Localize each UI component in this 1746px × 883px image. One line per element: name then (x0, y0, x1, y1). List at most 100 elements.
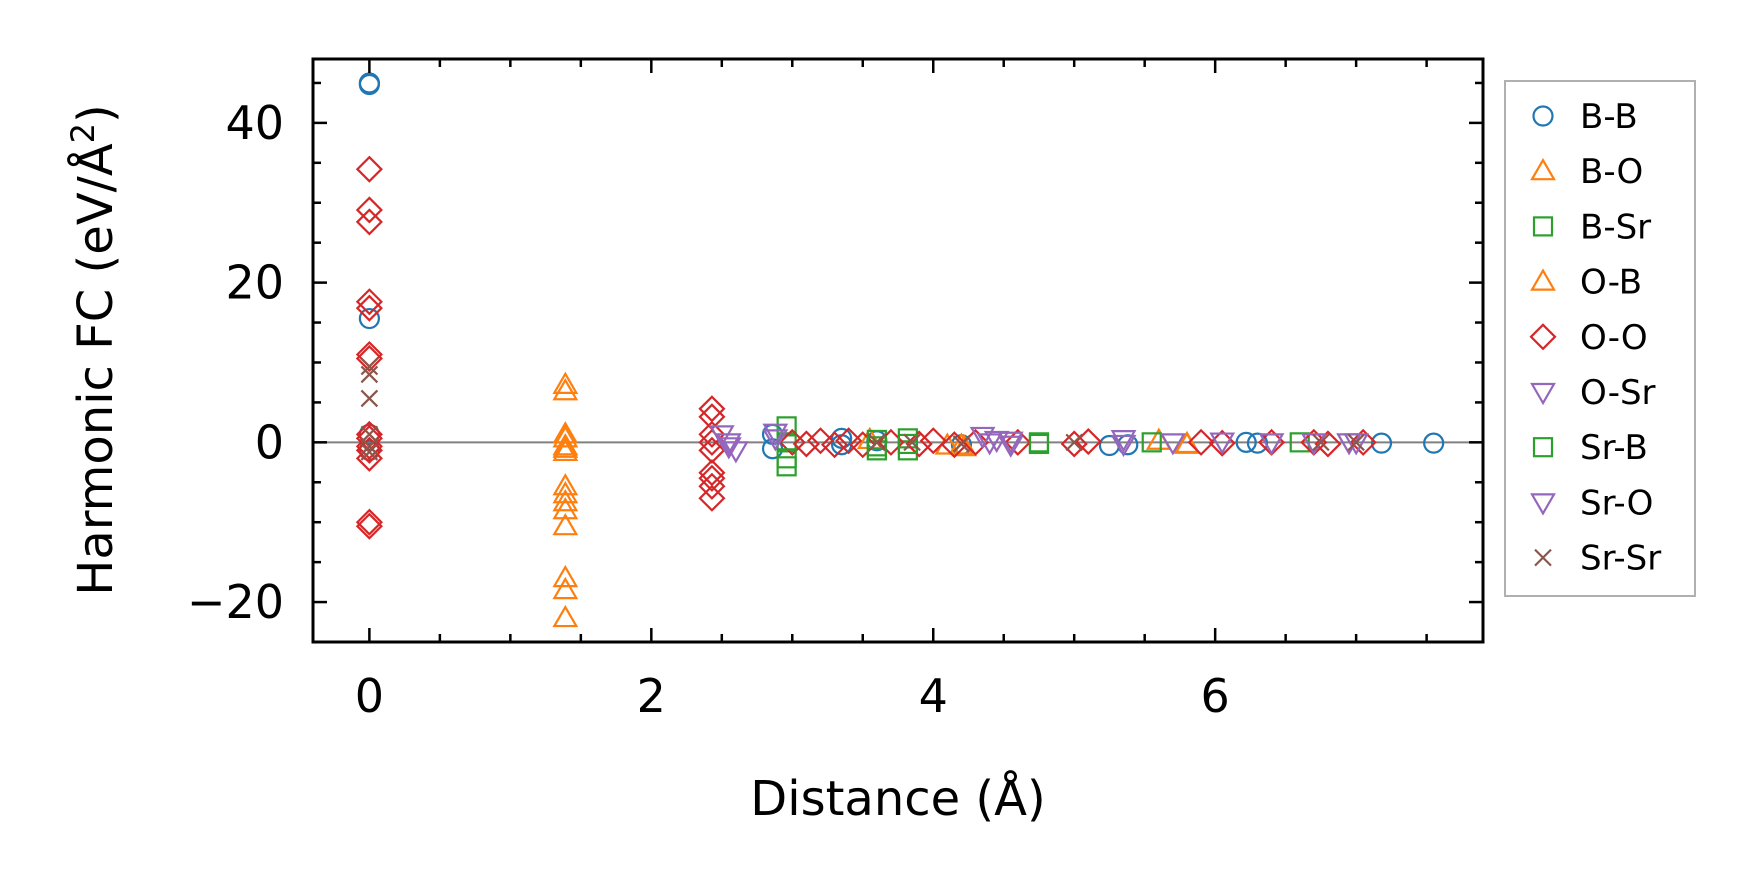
data-point (355, 424, 383, 452)
plot-frame (311, 57, 1485, 644)
data-point (355, 294, 383, 322)
y-tick-label: 40 (225, 96, 284, 150)
data-point (1347, 433, 1365, 452)
series-o-o (355, 155, 1377, 540)
data-point (552, 513, 579, 536)
data-point (360, 365, 379, 384)
legend-item-o-o: O-O (1529, 318, 1648, 358)
legend-label: Sr-Sr (1580, 539, 1661, 579)
data-point (552, 489, 579, 512)
data-point (355, 436, 383, 464)
tick-labels: 0 2 4 6 −20 0 20 40 (187, 96, 1230, 723)
y-axis-label-sup: 2 (64, 123, 102, 143)
legend-item-b-o: B-O (1530, 152, 1643, 192)
axis-ticks (313, 59, 1483, 642)
x-tick-label: 2 (637, 669, 666, 723)
data-point (698, 484, 726, 512)
data-point (1028, 432, 1050, 453)
series-b-sr (776, 416, 1310, 477)
legend-marker (1530, 158, 1556, 181)
data-point (552, 473, 579, 496)
legend-item-sr-o: Sr-O (1530, 483, 1653, 523)
data-points (355, 72, 1445, 628)
data-point (762, 429, 789, 452)
legend-item-o-b: O-B (1530, 263, 1642, 303)
data-point (1065, 433, 1083, 452)
data-point (355, 155, 383, 183)
legend-marker (1530, 493, 1556, 516)
legend-label: O-B (1580, 263, 1642, 303)
legend-marker (1530, 382, 1556, 406)
y-axis-label-main: Harmonic FC (eV/Å (67, 143, 124, 596)
data-point (355, 512, 383, 540)
data-point (715, 433, 742, 456)
legend-label: O-Sr (1580, 373, 1656, 413)
data-point (919, 427, 947, 455)
data-point (1028, 433, 1050, 455)
legend-item-sr-b: Sr-B (1532, 428, 1648, 468)
legend-label: B-O (1580, 152, 1643, 192)
series-sr-o (715, 429, 1362, 460)
data-point (868, 433, 886, 452)
legend: B-B B-O B-Sr O-B O-O O-Sr Sr-B Sr-O Sr-Sr (1504, 80, 1696, 597)
data-point (552, 481, 579, 504)
data-point (762, 423, 789, 446)
data-point (940, 431, 968, 459)
data-point (552, 371, 579, 394)
data-point (360, 357, 379, 376)
x-tick-label: 6 (1201, 669, 1230, 723)
data-point (722, 441, 749, 464)
series-b-o (552, 371, 1200, 628)
data-point (1289, 432, 1310, 453)
data-point (1060, 430, 1088, 458)
data-point (1174, 431, 1200, 454)
data-point (821, 431, 849, 459)
data-point (806, 427, 835, 455)
data-point (776, 448, 797, 469)
y-axis-label: Harmonic FC (eV/Å2) (64, 104, 124, 596)
data-point (1110, 430, 1137, 453)
data-point (698, 464, 726, 492)
legend-label: Sr-B (1580, 428, 1648, 468)
data-point (952, 435, 971, 453)
data-point (997, 435, 1024, 458)
data-point (552, 576, 579, 600)
data-point (355, 344, 383, 373)
data-point (1187, 428, 1215, 456)
data-point (897, 433, 918, 455)
legend-marker (1532, 437, 1554, 458)
data-point (1370, 432, 1393, 454)
y-tick-label: 20 (225, 256, 284, 310)
x-tick-label: 0 (355, 669, 384, 723)
y-tick-label: 0 (255, 415, 284, 469)
data-point (708, 425, 735, 448)
data-point (1110, 434, 1137, 458)
data-point (698, 403, 726, 431)
legend-item-b-sr: B-Sr (1532, 207, 1651, 247)
legend-marker (1529, 323, 1557, 351)
data-point (1004, 428, 1032, 456)
data-point (903, 433, 921, 452)
data-point (552, 604, 579, 628)
data-point (552, 433, 579, 456)
data-point (1349, 428, 1377, 456)
legend-label: O-O (1580, 318, 1648, 358)
legend-marker (1532, 216, 1554, 237)
data-point (698, 472, 726, 500)
y-tick-label: −20 (187, 575, 284, 629)
legend-marker (1530, 268, 1556, 291)
data-point (1246, 432, 1269, 454)
legend-item-b-b: B-B (1532, 97, 1638, 137)
data-point (552, 497, 579, 520)
legend-marker (1532, 105, 1554, 127)
data-point (355, 288, 383, 316)
data-point (1209, 432, 1236, 455)
data-point (1235, 431, 1257, 453)
data-point (358, 307, 380, 330)
data-point (866, 436, 887, 457)
legend-items: B-B B-O B-Sr O-B O-O O-Sr Sr-B Sr-O Sr-Sr (1529, 97, 1661, 579)
data-point (698, 459, 726, 487)
data-point (552, 435, 579, 458)
y-axis-label-close: ) (68, 104, 124, 123)
data-point (698, 395, 726, 423)
